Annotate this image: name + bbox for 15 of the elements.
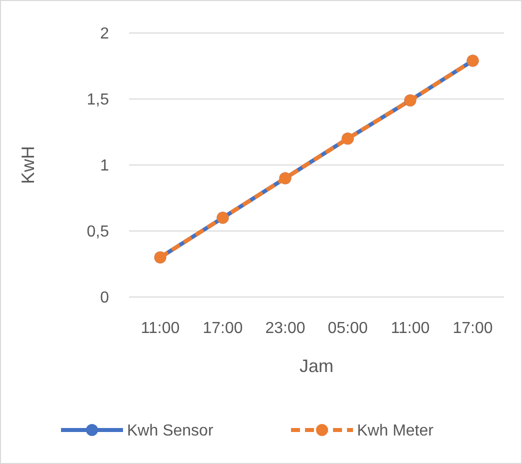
- x-tick-label: 05:00: [328, 320, 368, 337]
- x-tick-label: 23:00: [265, 320, 306, 337]
- y-tick-label: 0,5: [86, 224, 110, 241]
- legend-label: Kwh Meter: [357, 422, 434, 440]
- y-axis-title: KwH: [18, 146, 38, 184]
- x-tick-label: 11:00: [390, 320, 430, 337]
- x-tick-label: 17:00: [452, 320, 493, 337]
- legend-label: Kwh Sensor: [127, 422, 214, 440]
- x-tick-label: 17:00: [202, 320, 243, 337]
- y-tick-label: 2: [100, 26, 110, 43]
- x-tick-label: 11:00: [140, 320, 180, 337]
- y-tick-label: 1,5: [86, 92, 110, 109]
- y-tick-label: 0: [100, 290, 110, 307]
- x-axis-title: Jam: [299, 356, 334, 376]
- y-tick-label: 1: [100, 158, 110, 175]
